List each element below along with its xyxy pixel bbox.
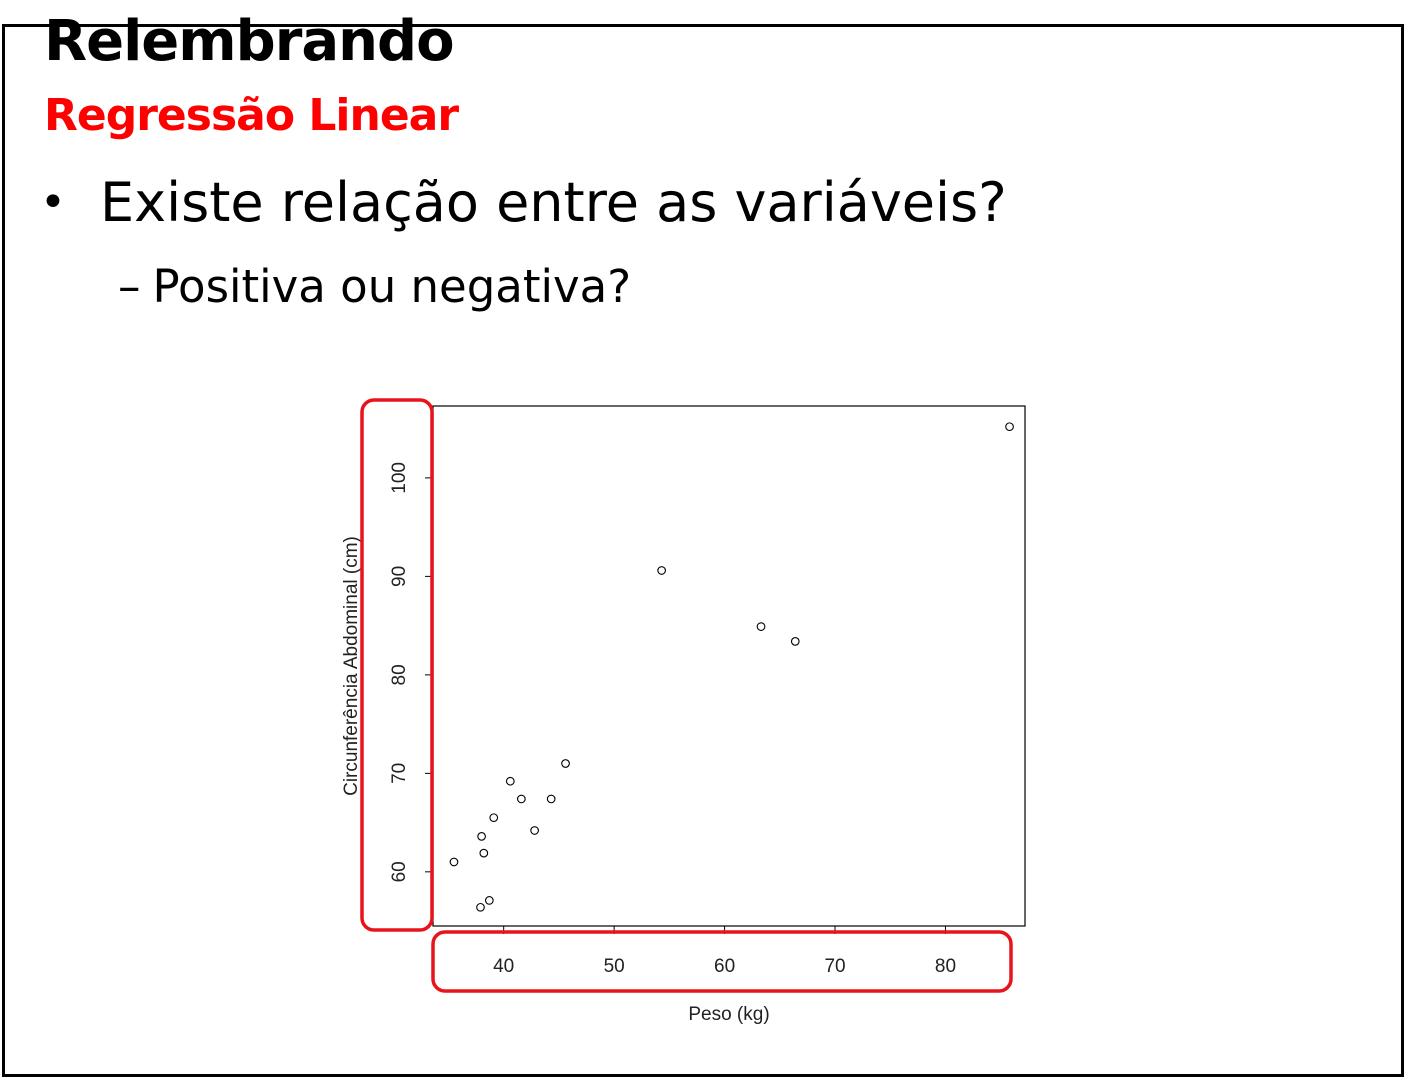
data-point xyxy=(657,566,666,575)
y-tick-label: 60 xyxy=(389,861,410,882)
sub-bullet-dash: – xyxy=(118,259,141,313)
slide-subtitle: Regressão Linear xyxy=(44,90,459,141)
data-point xyxy=(484,896,494,905)
x-tick-label: 60 xyxy=(714,956,735,977)
x-tick-label: 80 xyxy=(935,956,956,977)
data-point xyxy=(1005,422,1014,432)
y-tick-label: 80 xyxy=(389,664,410,685)
data-point xyxy=(479,848,489,858)
bullet-text: Existe relação entre as variáveis? xyxy=(100,170,1007,234)
data-point xyxy=(449,857,459,867)
x-tick-label: 40 xyxy=(493,956,514,977)
y-tick-label: 100 xyxy=(389,462,410,494)
y-axis-highlight-box xyxy=(360,398,434,932)
x-tick-label: 50 xyxy=(604,956,625,977)
data-point xyxy=(517,794,526,804)
data-point xyxy=(476,902,485,912)
slide-title: Relembrando xyxy=(44,9,455,74)
plot-frame xyxy=(432,405,1026,927)
y-axis: 60 70 80 90 100 xyxy=(389,462,433,882)
slide-frame xyxy=(2,24,1404,1077)
data-point xyxy=(546,794,556,804)
sub-bullet-item: – Positiva ou negativa? xyxy=(118,258,631,314)
x-tick-label: 70 xyxy=(824,956,845,977)
data-point xyxy=(561,759,570,768)
data-point xyxy=(530,826,539,835)
data-point xyxy=(477,832,486,841)
data-point xyxy=(790,637,800,646)
x-axis: 40 50 60 70 80 xyxy=(493,926,956,977)
sub-bullet-text: Positiva ou negativa? xyxy=(152,259,632,313)
x-axis-label: Peso (kg) xyxy=(688,1004,769,1025)
x-axis-highlight-box xyxy=(431,930,1013,993)
bullet-dot: • xyxy=(40,176,66,228)
data-point xyxy=(489,813,499,823)
bullet-item: • Existe relação entre as variáveis? xyxy=(40,170,1007,234)
y-axis-label: Circunferência Abdominal (cm) xyxy=(341,536,362,796)
data-point xyxy=(756,622,766,631)
y-tick-label: 70 xyxy=(389,763,410,784)
data-points xyxy=(449,422,1014,912)
data-point xyxy=(505,776,515,786)
y-tick-label: 90 xyxy=(389,566,410,587)
